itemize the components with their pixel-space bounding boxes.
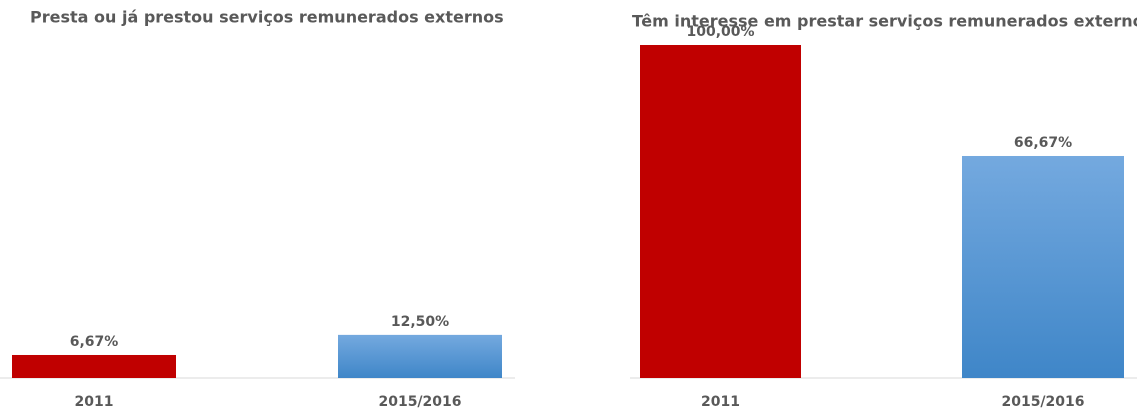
bar — [12, 354, 176, 378]
value-label: 100,00% — [686, 24, 754, 40]
bar — [640, 45, 801, 378]
x-tick-label: 2011 — [75, 394, 114, 410]
value-label: 66,67% — [1014, 135, 1072, 151]
chart-title: Têm interesse em prestar serviços remune… — [632, 12, 1137, 31]
bar — [962, 155, 1124, 378]
x-tick-label: 2011 — [701, 394, 740, 410]
x-tick-label: 2015/2016 — [378, 394, 461, 410]
chart-title: Presta ou já prestou serviços remunerado… — [30, 8, 504, 27]
bar — [338, 334, 502, 378]
x-tick-label: 2015/2016 — [1001, 394, 1084, 410]
value-label: 12,50% — [391, 314, 449, 330]
value-label: 6,67% — [70, 334, 119, 350]
